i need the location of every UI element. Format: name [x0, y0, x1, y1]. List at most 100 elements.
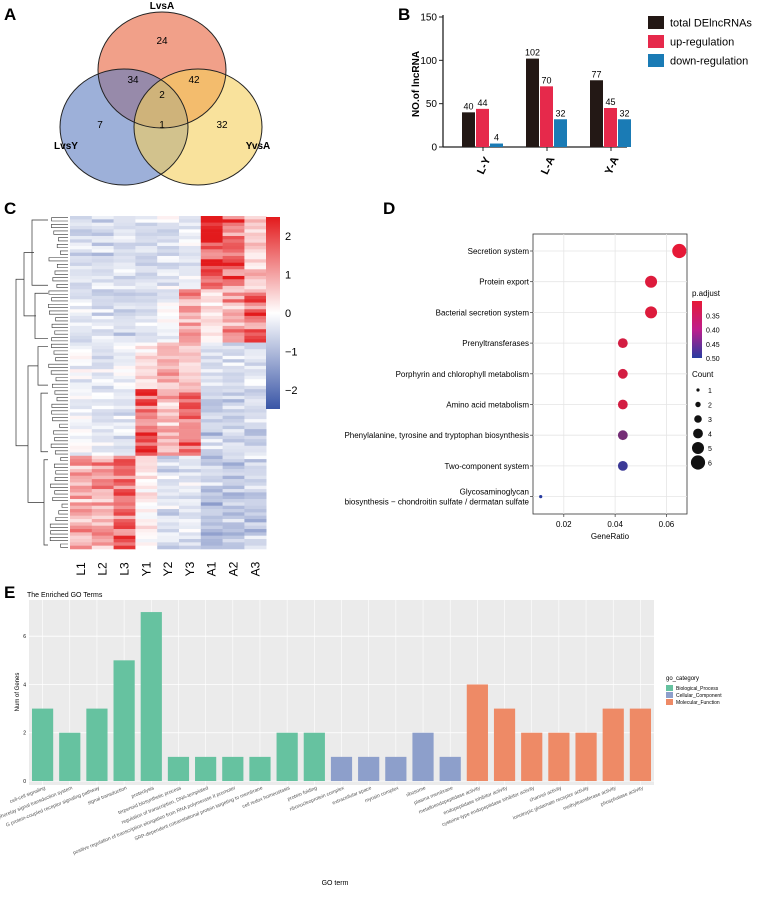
heatmap-cell: [135, 342, 158, 347]
heatmap-cell: [179, 289, 202, 293]
heatmap-cell: [135, 519, 158, 523]
heatmap-cell: [157, 425, 180, 430]
heatmap-cell: [157, 525, 180, 530]
heatmap-cell: [91, 315, 114, 320]
heatmap-cell: [135, 352, 158, 357]
heatmap-cell: [113, 329, 136, 333]
heatmap-cell: [222, 329, 245, 333]
venn-outline-lvsa: [97, 11, 227, 129]
heatmap-cell: [157, 475, 180, 480]
panel-label-b: B: [398, 5, 410, 24]
dot-legend-padj-label: 0.40: [706, 328, 720, 335]
heatmap-cell: [244, 342, 267, 347]
heatmap-cell: [135, 392, 158, 397]
heatmap-cell: [200, 372, 223, 377]
heatmap-cell: [200, 452, 223, 457]
go-bar: [521, 732, 543, 781]
heatmap-cell: [222, 285, 245, 290]
heatmap-cell: [70, 409, 93, 413]
heatmap-cell: [91, 372, 114, 377]
heatmap-cell: [200, 295, 223, 300]
heatmap-cell: [157, 415, 180, 420]
heatmap-cell: [91, 415, 114, 420]
dendrogram-leaves: [48, 217, 68, 548]
heatmap-cell: [135, 339, 158, 343]
heatmap-cell: [200, 479, 223, 483]
heatmap-cell: [200, 355, 223, 360]
heatmap-cell: [113, 472, 136, 477]
heatmap-cell: [157, 359, 180, 363]
heatmap-cell: [244, 369, 267, 373]
heatmap-cell: [244, 359, 267, 363]
heatmap-cell: [91, 535, 114, 540]
dot-legend-padj-title: p.adjust: [692, 289, 721, 298]
heatmap-cell: [70, 545, 93, 550]
heatmap-cell: [200, 262, 223, 267]
heatmap-cell: [157, 349, 180, 353]
heatmap-cell: [91, 542, 114, 546]
dot-legend-padj-bar: [692, 301, 702, 358]
heatmap-cell: [179, 409, 202, 413]
heatmap-column-label: L1: [74, 562, 88, 576]
heatmap-cell: [157, 239, 180, 243]
heatmap-cell: [113, 385, 136, 390]
heatmap-cell: [91, 229, 114, 233]
dot-category-label: Phenylalanine, tyrosine and tryptophan b…: [344, 431, 529, 440]
heatmap-cell: [70, 269, 93, 273]
heatmap-cell: [179, 439, 202, 443]
heatmap-cell: [70, 275, 93, 280]
heatmap-cell: [113, 535, 136, 540]
heatmap-cell: [244, 479, 267, 483]
heatmap-cell: [70, 342, 93, 347]
heatmap-cell: [157, 389, 180, 393]
heatmap-cell: [135, 472, 158, 477]
heatmap-cell: [113, 415, 136, 420]
heatmap-cell: [91, 329, 114, 333]
heatmap-cell: [91, 452, 114, 457]
heatmap-cell: [157, 365, 180, 370]
heatmap-cell: [222, 462, 245, 467]
heatmap-cell: [222, 415, 245, 420]
heatmap-cell: [91, 455, 114, 460]
heatmap-cell: [244, 459, 267, 463]
heatmap-cell: [157, 412, 180, 417]
heatmap-cell: [70, 475, 93, 480]
heatmap-cell: [70, 239, 93, 243]
heatmap-cell: [244, 539, 267, 543]
heatmap-cell: [222, 532, 245, 536]
heatmap-cell: [135, 325, 158, 330]
bar-b-legend-label: total DElncRNAs: [670, 18, 752, 30]
heatmap-cell: [70, 285, 93, 290]
heatmap-cell: [200, 409, 223, 413]
heatmap-cell: [157, 235, 180, 240]
heatmap-cell: [113, 449, 136, 453]
heatmap-cell: [157, 369, 180, 373]
heatmap-cell: [157, 352, 180, 357]
bar-b-bar: [462, 112, 475, 147]
heatmap-cell: [70, 315, 93, 320]
heatmap-cell: [135, 259, 158, 263]
heatmap-cell: [244, 269, 267, 273]
heatmap-cell: [135, 302, 158, 307]
heatmap-cell: [135, 515, 158, 520]
heatmap-cell: [135, 509, 158, 513]
panel-label-e: E: [4, 583, 15, 602]
heatmap-cell: [70, 222, 93, 227]
go-ylabel: Num of Genes: [15, 673, 21, 712]
heatmap-cell: [157, 335, 180, 340]
heatmap-cell: [113, 292, 136, 297]
heatmap-cell: [244, 379, 267, 383]
heatmap-cell: [91, 482, 114, 487]
heatmap-cell: [113, 469, 136, 473]
go-bar: [629, 708, 652, 781]
heatmap-cell: [135, 242, 158, 247]
heatmap-cell: [157, 282, 180, 287]
heatmap-cell: [157, 339, 180, 343]
panel-label-c: C: [4, 199, 16, 218]
heatmap-cell: [113, 499, 136, 503]
bar-b-value-label: 4: [494, 133, 499, 143]
bar-b-value-label: 45: [605, 97, 615, 107]
go-legend: go_category Biological_ProcessCellular_Co…: [666, 676, 722, 706]
heatmap-cell: [113, 462, 136, 467]
heatmap-cell: [200, 525, 223, 530]
